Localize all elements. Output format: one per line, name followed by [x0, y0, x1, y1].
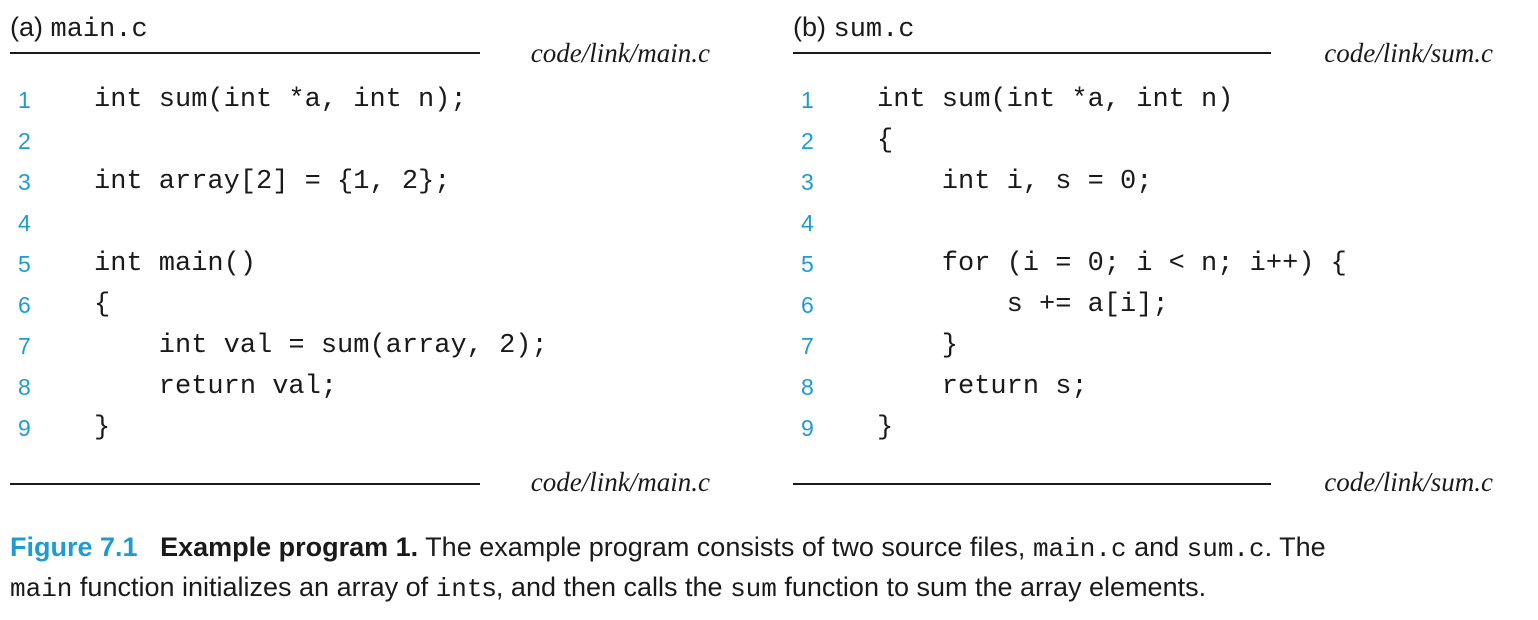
code-line: 8 return val; — [10, 367, 710, 408]
code-line: 8 return s; — [793, 367, 1493, 408]
code-listing: 1 int sum(int *a, int n); 2 3 int array[2]… — [10, 80, 710, 449]
line-number: 4 — [801, 210, 814, 236]
figure-caption: Figure 7.1 Example program 1. The exampl… — [10, 528, 1528, 608]
caption-text: and — [1126, 532, 1187, 562]
panel-label: (b) sum.c — [793, 10, 915, 47]
line-text: } — [877, 331, 959, 361]
line-number: 1 — [801, 87, 814, 113]
line-text: } — [877, 413, 894, 443]
code-line: 1 int sum(int *a, int n) — [793, 80, 1493, 121]
line-text: int sum(int *a, int n) — [877, 85, 1234, 115]
line-number: 7 — [801, 333, 814, 359]
figure-title: Example program 1. — [160, 532, 419, 562]
caption-text: function to sum the array elements. — [776, 572, 1207, 602]
file-path-top: code/link/sum.c — [1324, 38, 1493, 68]
panel-file-name: sum.c — [833, 15, 915, 45]
caption-text: function initializes an array of — [72, 572, 436, 602]
code-line: 5 for (i = 0; i < n; i++) { — [793, 244, 1493, 285]
file-path-bottom: code/link/main.c — [530, 467, 710, 497]
line-number: 8 — [18, 374, 31, 400]
top-rule — [10, 52, 480, 54]
line-text: { — [94, 290, 111, 320]
code-line: 5 int main() — [10, 244, 710, 285]
caption-code: int — [435, 574, 483, 604]
bottom-rule — [793, 483, 1271, 485]
caption-code: main — [10, 574, 73, 604]
line-text: return s; — [877, 372, 1088, 402]
line-number: 9 — [801, 415, 814, 441]
line-text: s += a[i]; — [877, 290, 1169, 320]
file-path-bottom: code/link/sum.c — [1324, 467, 1493, 497]
line-number: 6 — [801, 292, 814, 318]
line-number: 7 — [18, 333, 31, 359]
line-text: } — [94, 413, 111, 443]
code-line: 2{ — [793, 121, 1493, 162]
caption-text: s, and then calls the — [482, 572, 731, 602]
line-number: 6 — [18, 292, 31, 318]
panel-letter: (a) — [10, 12, 43, 42]
caption-text: . The — [1264, 532, 1326, 562]
line-text: return val; — [94, 372, 338, 402]
code-line: 2 — [10, 121, 710, 162]
line-text: int sum(int *a, int n); — [94, 85, 467, 115]
line-number: 2 — [801, 128, 814, 154]
line-text: for (i = 0; i < n; i++) { — [877, 249, 1347, 279]
code-line: 9} — [793, 408, 1493, 449]
caption-code: main.c — [1032, 534, 1127, 564]
line-number: 9 — [18, 415, 31, 441]
panel-sum-c: (b) sum.c code/link/sum.c 1 int sum(int *… — [793, 0, 1493, 500]
panel-main-c: (a) main.c code/link/main.c 1 int sum(int… — [10, 0, 710, 500]
line-number: 1 — [18, 87, 31, 113]
code-line: 9} — [10, 408, 710, 449]
code-line: 6{ — [10, 285, 710, 326]
caption-code: sum — [730, 574, 777, 604]
code-line: 7 } — [793, 326, 1493, 367]
code-line: 3 int i, s = 0; — [793, 162, 1493, 203]
line-number: 2 — [18, 128, 31, 154]
line-text: int val = sum(array, 2); — [94, 331, 548, 361]
figure-number: Figure 7.1 — [10, 532, 138, 562]
line-text: int main() — [94, 249, 257, 279]
line-number: 3 — [18, 169, 31, 195]
code-line: 4 — [10, 203, 710, 244]
line-text: int i, s = 0; — [877, 167, 1153, 197]
code-line: 3 int array[2] = {1, 2}; — [10, 162, 710, 203]
bottom-rule — [10, 483, 480, 485]
code-line: 6 s += a[i]; — [793, 285, 1493, 326]
file-path-top: code/link/main.c — [530, 38, 710, 68]
line-number: 5 — [801, 251, 814, 277]
code-line: 7 int val = sum(array, 2); — [10, 326, 710, 367]
line-number: 8 — [801, 374, 814, 400]
panel-file-name: main.c — [50, 15, 148, 45]
line-number: 4 — [18, 210, 31, 236]
line-text: int array[2] = {1, 2}; — [94, 167, 451, 197]
code-line: 4 — [793, 203, 1493, 244]
panel-label: (a) main.c — [10, 10, 148, 47]
code-listing: 1 int sum(int *a, int n) 2{ 3 int i, s = … — [793, 80, 1493, 449]
code-line: 1 int sum(int *a, int n); — [10, 80, 710, 121]
panel-letter: (b) — [793, 12, 826, 42]
caption-text: The example program consists of two sour… — [418, 532, 1033, 562]
line-number: 5 — [18, 251, 31, 277]
line-number: 3 — [801, 169, 814, 195]
top-rule — [793, 52, 1271, 54]
caption-code: sum.c — [1186, 534, 1265, 564]
line-text: { — [877, 126, 894, 156]
